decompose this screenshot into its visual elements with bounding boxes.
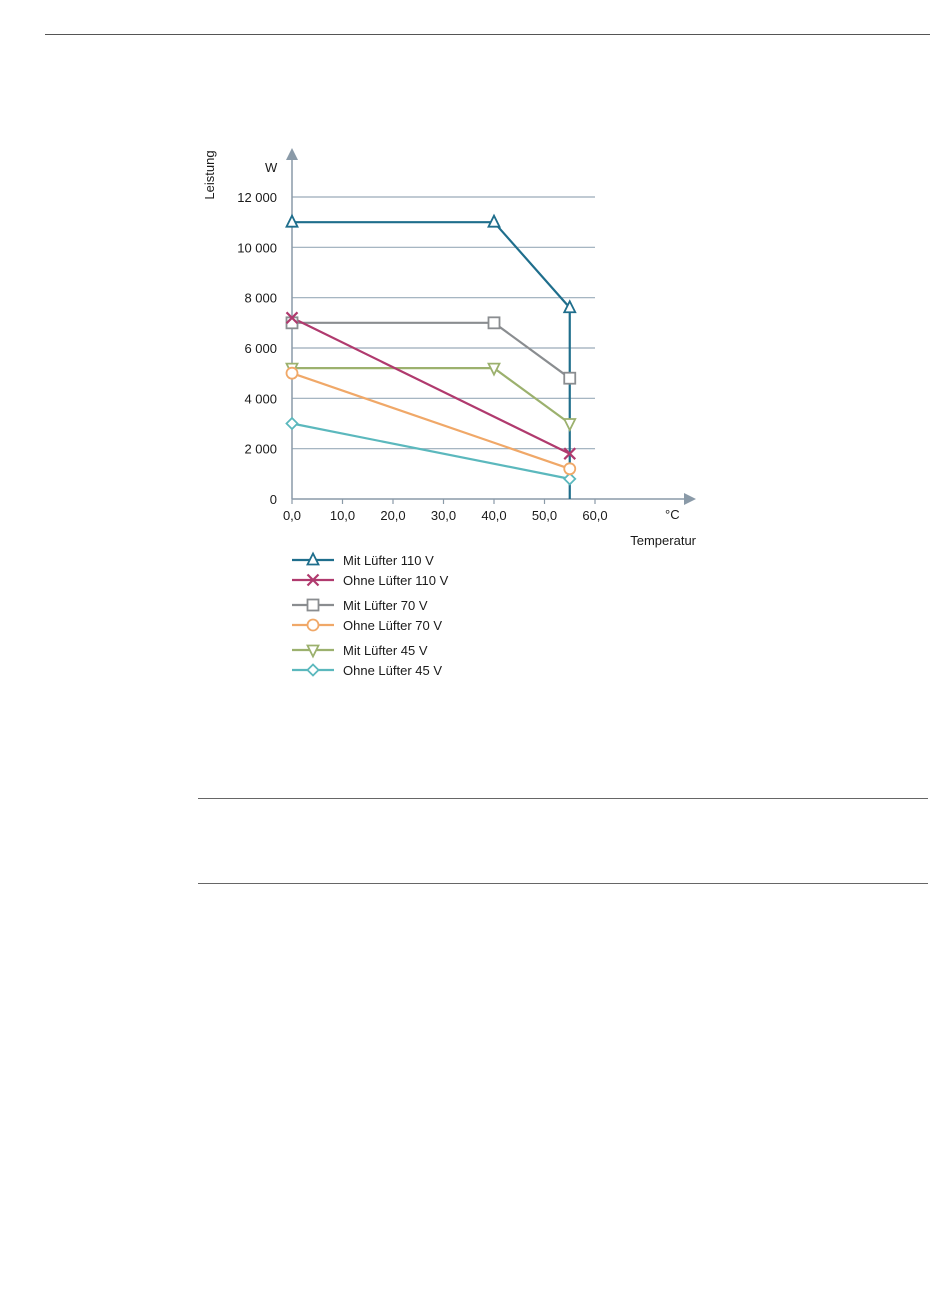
data-point — [285, 311, 299, 325]
section-rule — [198, 883, 928, 884]
legend-marker — [306, 618, 320, 632]
data-point — [487, 213, 501, 228]
y-tick-label: 10 000 — [237, 240, 277, 255]
data-point — [563, 462, 577, 476]
y-tick-label: 12 000 — [237, 190, 277, 205]
chart-tick-labels: 0 2 000 4 000 6 000 8 000 10 000 12 000 0,0 10,0… — [237, 190, 607, 523]
section-rule — [198, 798, 928, 799]
legend-label: Mit Lüfter 110 V — [343, 553, 434, 568]
data-point — [487, 316, 501, 330]
series-line — [291, 316, 571, 455]
series-line — [292, 321, 571, 380]
x-axis-label: Temperatur — [630, 533, 696, 548]
x-tick-label: 10,0 — [330, 508, 355, 523]
legend-label: Ohne Lüfter 70 V — [343, 618, 442, 633]
data-point — [285, 213, 299, 228]
y-tick-label: 4 000 — [244, 391, 277, 406]
y-axis-arrow — [286, 148, 298, 160]
x-tick-label: 0,0 — [283, 508, 301, 523]
x-axis-arrow — [684, 493, 696, 505]
x-tick-label: 30,0 — [431, 508, 456, 523]
x-tick-label: 20,0 — [380, 508, 405, 523]
y-tick-label: 0 — [270, 492, 277, 507]
legend-label: Mit Lüfter 70 V — [343, 598, 428, 613]
x-tick-label: 40,0 — [481, 508, 506, 523]
data-point — [562, 418, 577, 433]
series-line — [292, 367, 571, 425]
data-point — [563, 447, 577, 460]
series-line — [291, 372, 571, 470]
legend-marker — [306, 663, 320, 677]
x-tick-label: 50,0 — [532, 508, 557, 523]
y-tick-label: 2 000 — [244, 442, 277, 457]
series-line — [291, 422, 570, 480]
y-tick-label: 6 000 — [244, 341, 277, 356]
legend-marker — [306, 551, 320, 566]
data-point — [562, 299, 577, 314]
data-point — [487, 362, 501, 377]
header-rule — [45, 34, 930, 35]
data-point — [562, 472, 577, 486]
chart-series — [285, 213, 577, 499]
legend-label: Ohne Lüfter 45 V — [343, 663, 442, 678]
y-axis-unit: W — [265, 160, 278, 175]
x-tick-label: 60,0 — [582, 508, 607, 523]
legend-marker — [306, 598, 320, 612]
y-axis-label: Leistung — [202, 150, 217, 199]
power-temperature-chart: 0 2 000 4 000 6 000 8 000 10 000 12 000 0,0 10,0… — [202, 148, 697, 678]
chart-legend: Mit Lüfter 110 V Ohne Lüfter 110 V Mit Lüf… — [292, 551, 449, 678]
legend-marker — [306, 573, 320, 587]
legend-marker — [306, 644, 320, 659]
data-point — [563, 371, 577, 385]
data-point — [285, 366, 299, 380]
y-tick-label: 8 000 — [244, 291, 277, 306]
chart-grid — [292, 196, 595, 450]
series-line — [292, 221, 571, 309]
legend-label: Mit Lüfter 45 V — [343, 643, 428, 658]
legend-label: Ohne Lüfter 110 V — [343, 573, 449, 588]
data-point — [285, 416, 299, 431]
x-axis-unit: °C — [665, 507, 680, 522]
